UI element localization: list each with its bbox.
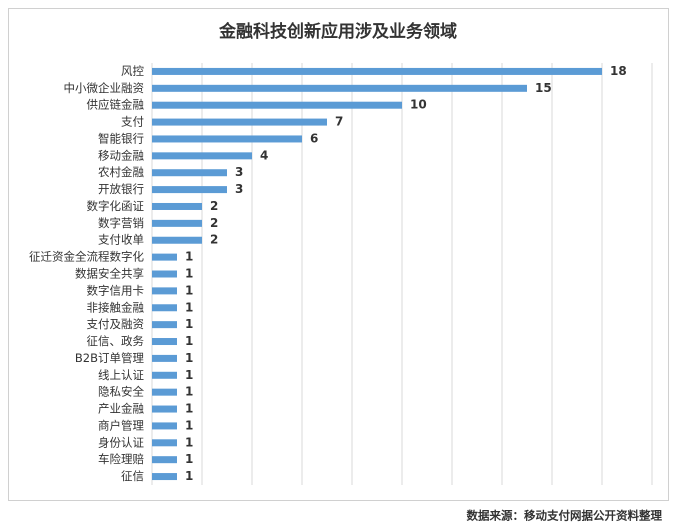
bar	[152, 270, 177, 278]
bar	[152, 219, 202, 227]
value-label: 2	[210, 199, 218, 213]
y-tick-label: 数字信用卡	[87, 283, 145, 297]
y-tick-label: 身份认证	[98, 435, 144, 449]
value-label: 1	[185, 469, 193, 483]
bar	[152, 405, 177, 413]
bar	[152, 101, 402, 109]
y-tick-label: 线上认证	[98, 368, 144, 382]
value-label: 7	[335, 115, 343, 129]
bar	[152, 422, 177, 430]
bar	[152, 135, 302, 143]
value-label: 1	[185, 334, 193, 348]
value-label: 1	[185, 267, 193, 281]
value-label: 6	[310, 131, 318, 145]
y-tick-label: 风控	[121, 64, 144, 78]
y-tick-label: 农村金融	[98, 165, 144, 179]
y-tick-label: 征迁资金全流程数字化	[29, 250, 144, 264]
y-tick-label: B2B订单管理	[75, 351, 145, 365]
y-tick-label: 支付及融资	[87, 317, 145, 331]
chart-title: 金融科技创新应用涉及业务领域	[218, 21, 457, 42]
bar	[152, 371, 177, 379]
y-tick-label: 车险理赔	[98, 452, 144, 466]
value-label: 1	[185, 351, 193, 365]
bar	[152, 152, 252, 160]
y-tick-label: 移动金融	[98, 148, 144, 162]
value-label: 1	[185, 402, 193, 416]
bar	[152, 473, 177, 481]
bar	[152, 287, 177, 295]
bar	[152, 186, 227, 194]
value-label: 1	[185, 435, 193, 449]
value-label: 2	[210, 233, 218, 247]
y-tick-label: 数字营销	[98, 216, 144, 230]
value-label: 10	[410, 98, 427, 112]
y-tick-label: 中小微企业融资	[64, 81, 145, 95]
bar	[152, 118, 327, 126]
y-tick-label: 产业金融	[98, 402, 144, 416]
value-label: 1	[185, 385, 193, 399]
value-label: 1	[185, 300, 193, 314]
y-tick-label: 隐私安全	[98, 385, 144, 399]
bar	[152, 321, 177, 329]
y-tick-label: 开放银行	[98, 182, 144, 196]
value-label: 1	[185, 452, 193, 466]
value-label: 1	[185, 368, 193, 382]
source-note: 数据来源：移动支付网据公开资料整理	[467, 509, 663, 523]
value-label: 15	[535, 81, 552, 95]
value-label: 1	[185, 283, 193, 297]
value-label: 3	[235, 182, 243, 196]
y-tick-label: 征信	[121, 469, 144, 483]
value-label: 3	[235, 165, 243, 179]
value-label: 1	[185, 250, 193, 264]
bar	[152, 202, 202, 210]
y-tick-label: 数字化函证	[87, 199, 145, 213]
bar	[152, 388, 177, 396]
y-tick-label: 征信、政务	[87, 334, 145, 348]
y-tick-label: 智能银行	[98, 131, 144, 145]
y-tick-label: 商户管理	[98, 418, 144, 432]
bar	[152, 354, 177, 362]
bar	[152, 84, 527, 92]
bar	[152, 253, 177, 261]
bar	[152, 338, 177, 346]
value-label: 2	[210, 216, 218, 230]
bar	[152, 67, 602, 75]
bar	[152, 236, 202, 244]
y-tick-label: 供应链金融	[87, 98, 145, 112]
bar	[152, 456, 177, 464]
value-label: 1	[185, 418, 193, 432]
value-label: 4	[260, 148, 268, 162]
y-tick-label: 非接触金融	[87, 300, 145, 314]
value-label: 1	[185, 317, 193, 331]
y-tick-label: 数据安全共享	[75, 267, 144, 281]
y-tick-label: 支付	[121, 115, 144, 129]
bar	[152, 439, 177, 447]
bar	[152, 169, 227, 177]
value-label: 18	[610, 64, 627, 78]
y-tick-label: 支付收单	[98, 233, 144, 247]
bar	[152, 304, 177, 312]
